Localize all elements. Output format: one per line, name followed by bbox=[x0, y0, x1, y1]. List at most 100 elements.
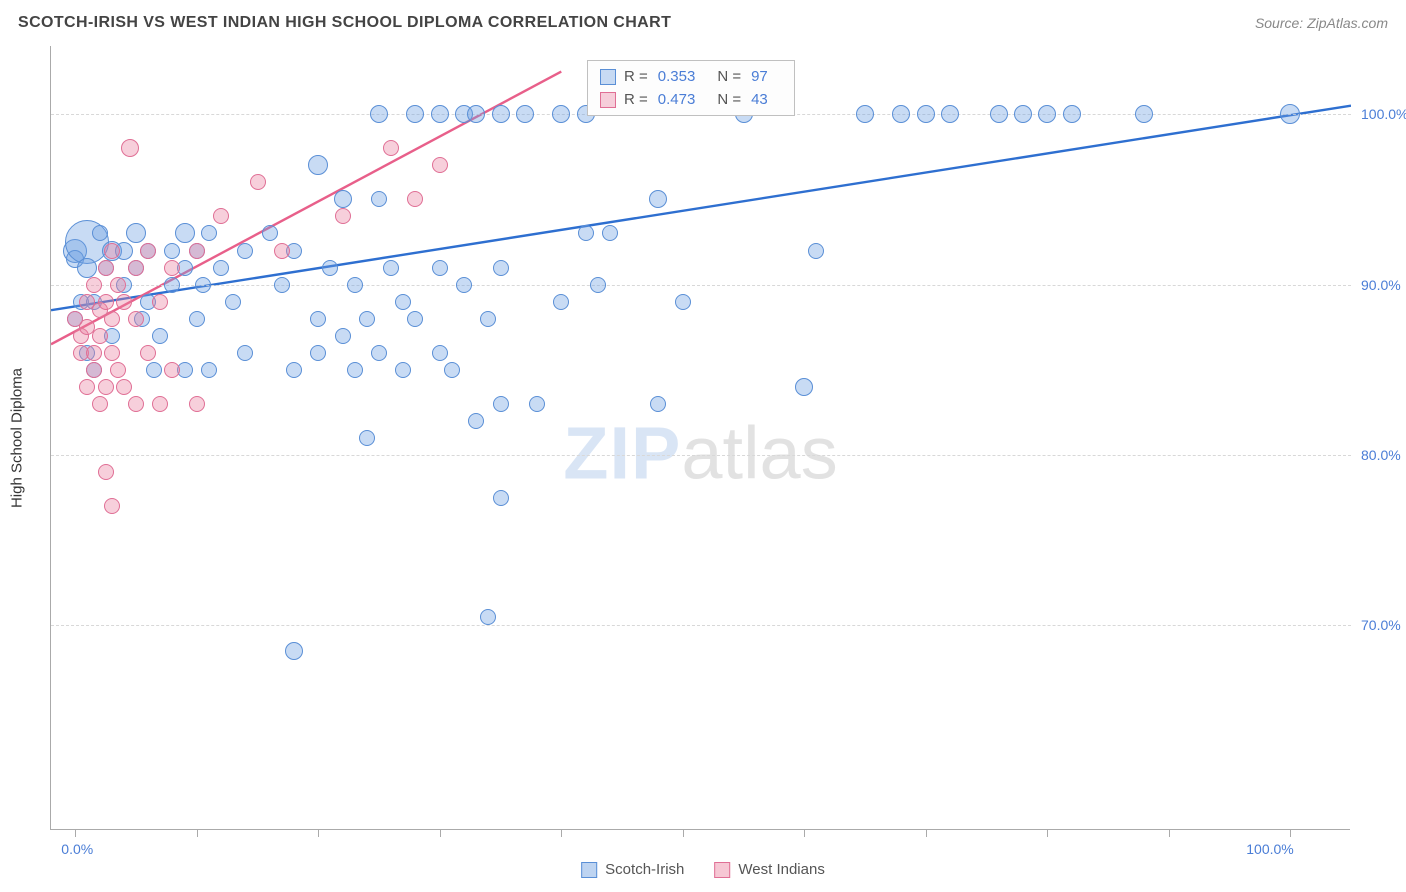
data-point bbox=[492, 105, 510, 123]
data-point bbox=[590, 277, 606, 293]
data-point bbox=[334, 190, 352, 208]
data-point bbox=[407, 191, 423, 207]
data-point bbox=[164, 260, 180, 276]
data-point bbox=[347, 362, 363, 378]
data-point bbox=[164, 362, 180, 378]
header: SCOTCH-IRISH VS WEST INDIAN HIGH SCHOOL … bbox=[0, 0, 1406, 38]
data-point bbox=[126, 223, 146, 243]
data-point bbox=[116, 379, 132, 395]
x-tick bbox=[440, 829, 441, 837]
data-point bbox=[201, 225, 217, 241]
data-point bbox=[456, 277, 472, 293]
y-tick-label: 100.0% bbox=[1361, 106, 1406, 122]
data-point bbox=[225, 294, 241, 310]
data-point bbox=[1063, 105, 1081, 123]
data-point bbox=[189, 396, 205, 412]
legend-label: Scotch-Irish bbox=[605, 861, 684, 878]
data-point bbox=[286, 362, 302, 378]
legend-swatch bbox=[581, 862, 597, 878]
data-point bbox=[432, 345, 448, 361]
data-point bbox=[383, 140, 399, 156]
x-tick bbox=[804, 829, 805, 837]
data-point bbox=[98, 260, 114, 276]
data-point bbox=[650, 396, 666, 412]
data-point bbox=[92, 396, 108, 412]
y-tick-label: 80.0% bbox=[1361, 447, 1401, 463]
data-point bbox=[110, 277, 126, 293]
data-point bbox=[371, 345, 387, 361]
data-point bbox=[262, 225, 278, 241]
stat-r-value: 0.473 bbox=[658, 91, 696, 108]
data-point bbox=[104, 311, 120, 327]
data-point bbox=[431, 105, 449, 123]
data-point bbox=[990, 105, 1008, 123]
x-tick bbox=[683, 829, 684, 837]
data-point bbox=[213, 208, 229, 224]
chart: High School Diploma ZIPatlas 70.0%80.0%9… bbox=[50, 46, 1390, 830]
stats-row: R =0.353N =97 bbox=[588, 65, 794, 88]
data-point bbox=[116, 294, 132, 310]
data-point bbox=[407, 311, 423, 327]
watermark: ZIPatlas bbox=[563, 411, 837, 496]
data-point bbox=[189, 243, 205, 259]
data-point bbox=[467, 105, 485, 123]
data-point bbox=[432, 157, 448, 173]
data-point bbox=[104, 498, 120, 514]
data-point bbox=[432, 260, 448, 276]
plot-area: High School Diploma ZIPatlas 70.0%80.0%9… bbox=[50, 46, 1350, 830]
data-point bbox=[1038, 105, 1056, 123]
data-point bbox=[1135, 105, 1153, 123]
stat-label: N = bbox=[717, 68, 741, 85]
legend-label: West Indians bbox=[738, 861, 824, 878]
data-point bbox=[308, 155, 328, 175]
data-point bbox=[359, 311, 375, 327]
x-tick-label-min: 0.0% bbox=[61, 841, 93, 857]
data-point bbox=[310, 311, 326, 327]
data-point bbox=[213, 260, 229, 276]
x-tick bbox=[561, 829, 562, 837]
x-tick bbox=[1290, 829, 1291, 837]
data-point bbox=[795, 378, 813, 396]
data-point bbox=[493, 396, 509, 412]
data-point bbox=[195, 277, 211, 293]
data-point bbox=[285, 642, 303, 660]
data-point bbox=[250, 174, 266, 190]
gridline bbox=[51, 285, 1351, 286]
data-point bbox=[237, 243, 253, 259]
data-point bbox=[322, 260, 338, 276]
data-point bbox=[371, 191, 387, 207]
x-tick bbox=[1047, 829, 1048, 837]
data-point bbox=[140, 243, 156, 259]
data-point bbox=[189, 311, 205, 327]
stat-r-value: 0.353 bbox=[658, 68, 696, 85]
data-point bbox=[152, 294, 168, 310]
stats-row: R =0.473N =43 bbox=[588, 88, 794, 111]
chart-title: SCOTCH-IRISH VS WEST INDIAN HIGH SCHOOL … bbox=[18, 14, 671, 32]
stat-n-value: 43 bbox=[751, 91, 768, 108]
data-point bbox=[395, 362, 411, 378]
stat-label: N = bbox=[717, 91, 741, 108]
data-point bbox=[468, 413, 484, 429]
stats-box: R =0.353N =97R =0.473N =43 bbox=[587, 60, 795, 116]
data-point bbox=[77, 258, 97, 278]
data-point bbox=[444, 362, 460, 378]
data-point bbox=[98, 464, 114, 480]
legend-item: West Indians bbox=[714, 861, 824, 878]
data-point bbox=[92, 225, 108, 241]
data-point bbox=[140, 345, 156, 361]
data-point bbox=[98, 379, 114, 395]
y-tick-label: 70.0% bbox=[1361, 617, 1401, 633]
y-tick-label: 90.0% bbox=[1361, 277, 1401, 293]
data-point bbox=[941, 105, 959, 123]
data-point bbox=[359, 430, 375, 446]
x-tick bbox=[318, 829, 319, 837]
data-point bbox=[104, 243, 120, 259]
data-point bbox=[602, 225, 618, 241]
data-point bbox=[128, 260, 144, 276]
data-point bbox=[917, 105, 935, 123]
data-point bbox=[274, 243, 290, 259]
y-axis-label: High School Diploma bbox=[9, 367, 26, 507]
data-point bbox=[128, 311, 144, 327]
trend-lines bbox=[51, 46, 1351, 830]
data-point bbox=[237, 345, 253, 361]
